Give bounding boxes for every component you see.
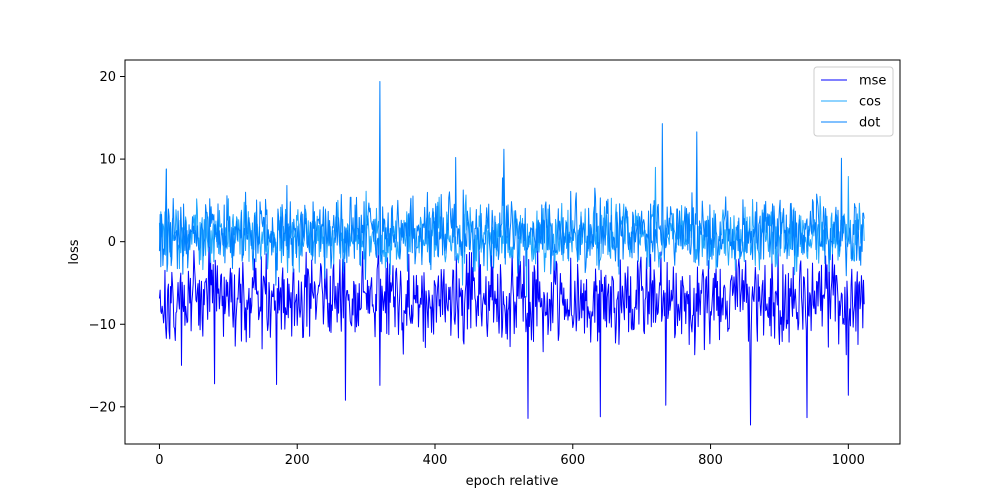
- x-axis-label: epoch relative: [466, 474, 559, 489]
- y-tick-label: 10: [99, 153, 116, 168]
- x-tick-label: 200: [285, 453, 310, 468]
- series-line-mse: [158, 240, 865, 426]
- legend-label-cos: cos: [859, 95, 881, 110]
- y-tick-label: 20: [99, 70, 116, 85]
- x-tick-label: 0: [155, 453, 163, 468]
- y-axis-label: loss: [67, 239, 82, 264]
- x-tick-label: 400: [423, 453, 448, 468]
- series-line-dot: [158, 80, 865, 286]
- legend-label-dot: dot: [859, 116, 880, 131]
- y-tick-label: 0: [108, 235, 116, 250]
- plot-frame: [124, 59, 901, 445]
- x-tick-label: 1000: [832, 453, 865, 468]
- x-tick-label: 600: [560, 453, 585, 468]
- legend-box: [813, 66, 894, 137]
- legend: mse cos dot: [813, 66, 894, 137]
- y-axis-ticks: −20 −10 0 10 20: [89, 70, 125, 415]
- y-tick-label: −20: [89, 400, 116, 415]
- y-tick-label: −10: [89, 318, 116, 333]
- legend-label-mse: mse: [859, 74, 886, 89]
- x-tick-label: 800: [698, 453, 723, 468]
- x-axis-ticks: 0 200 400 600 800 1000: [155, 444, 865, 468]
- plot-lines: [158, 80, 865, 426]
